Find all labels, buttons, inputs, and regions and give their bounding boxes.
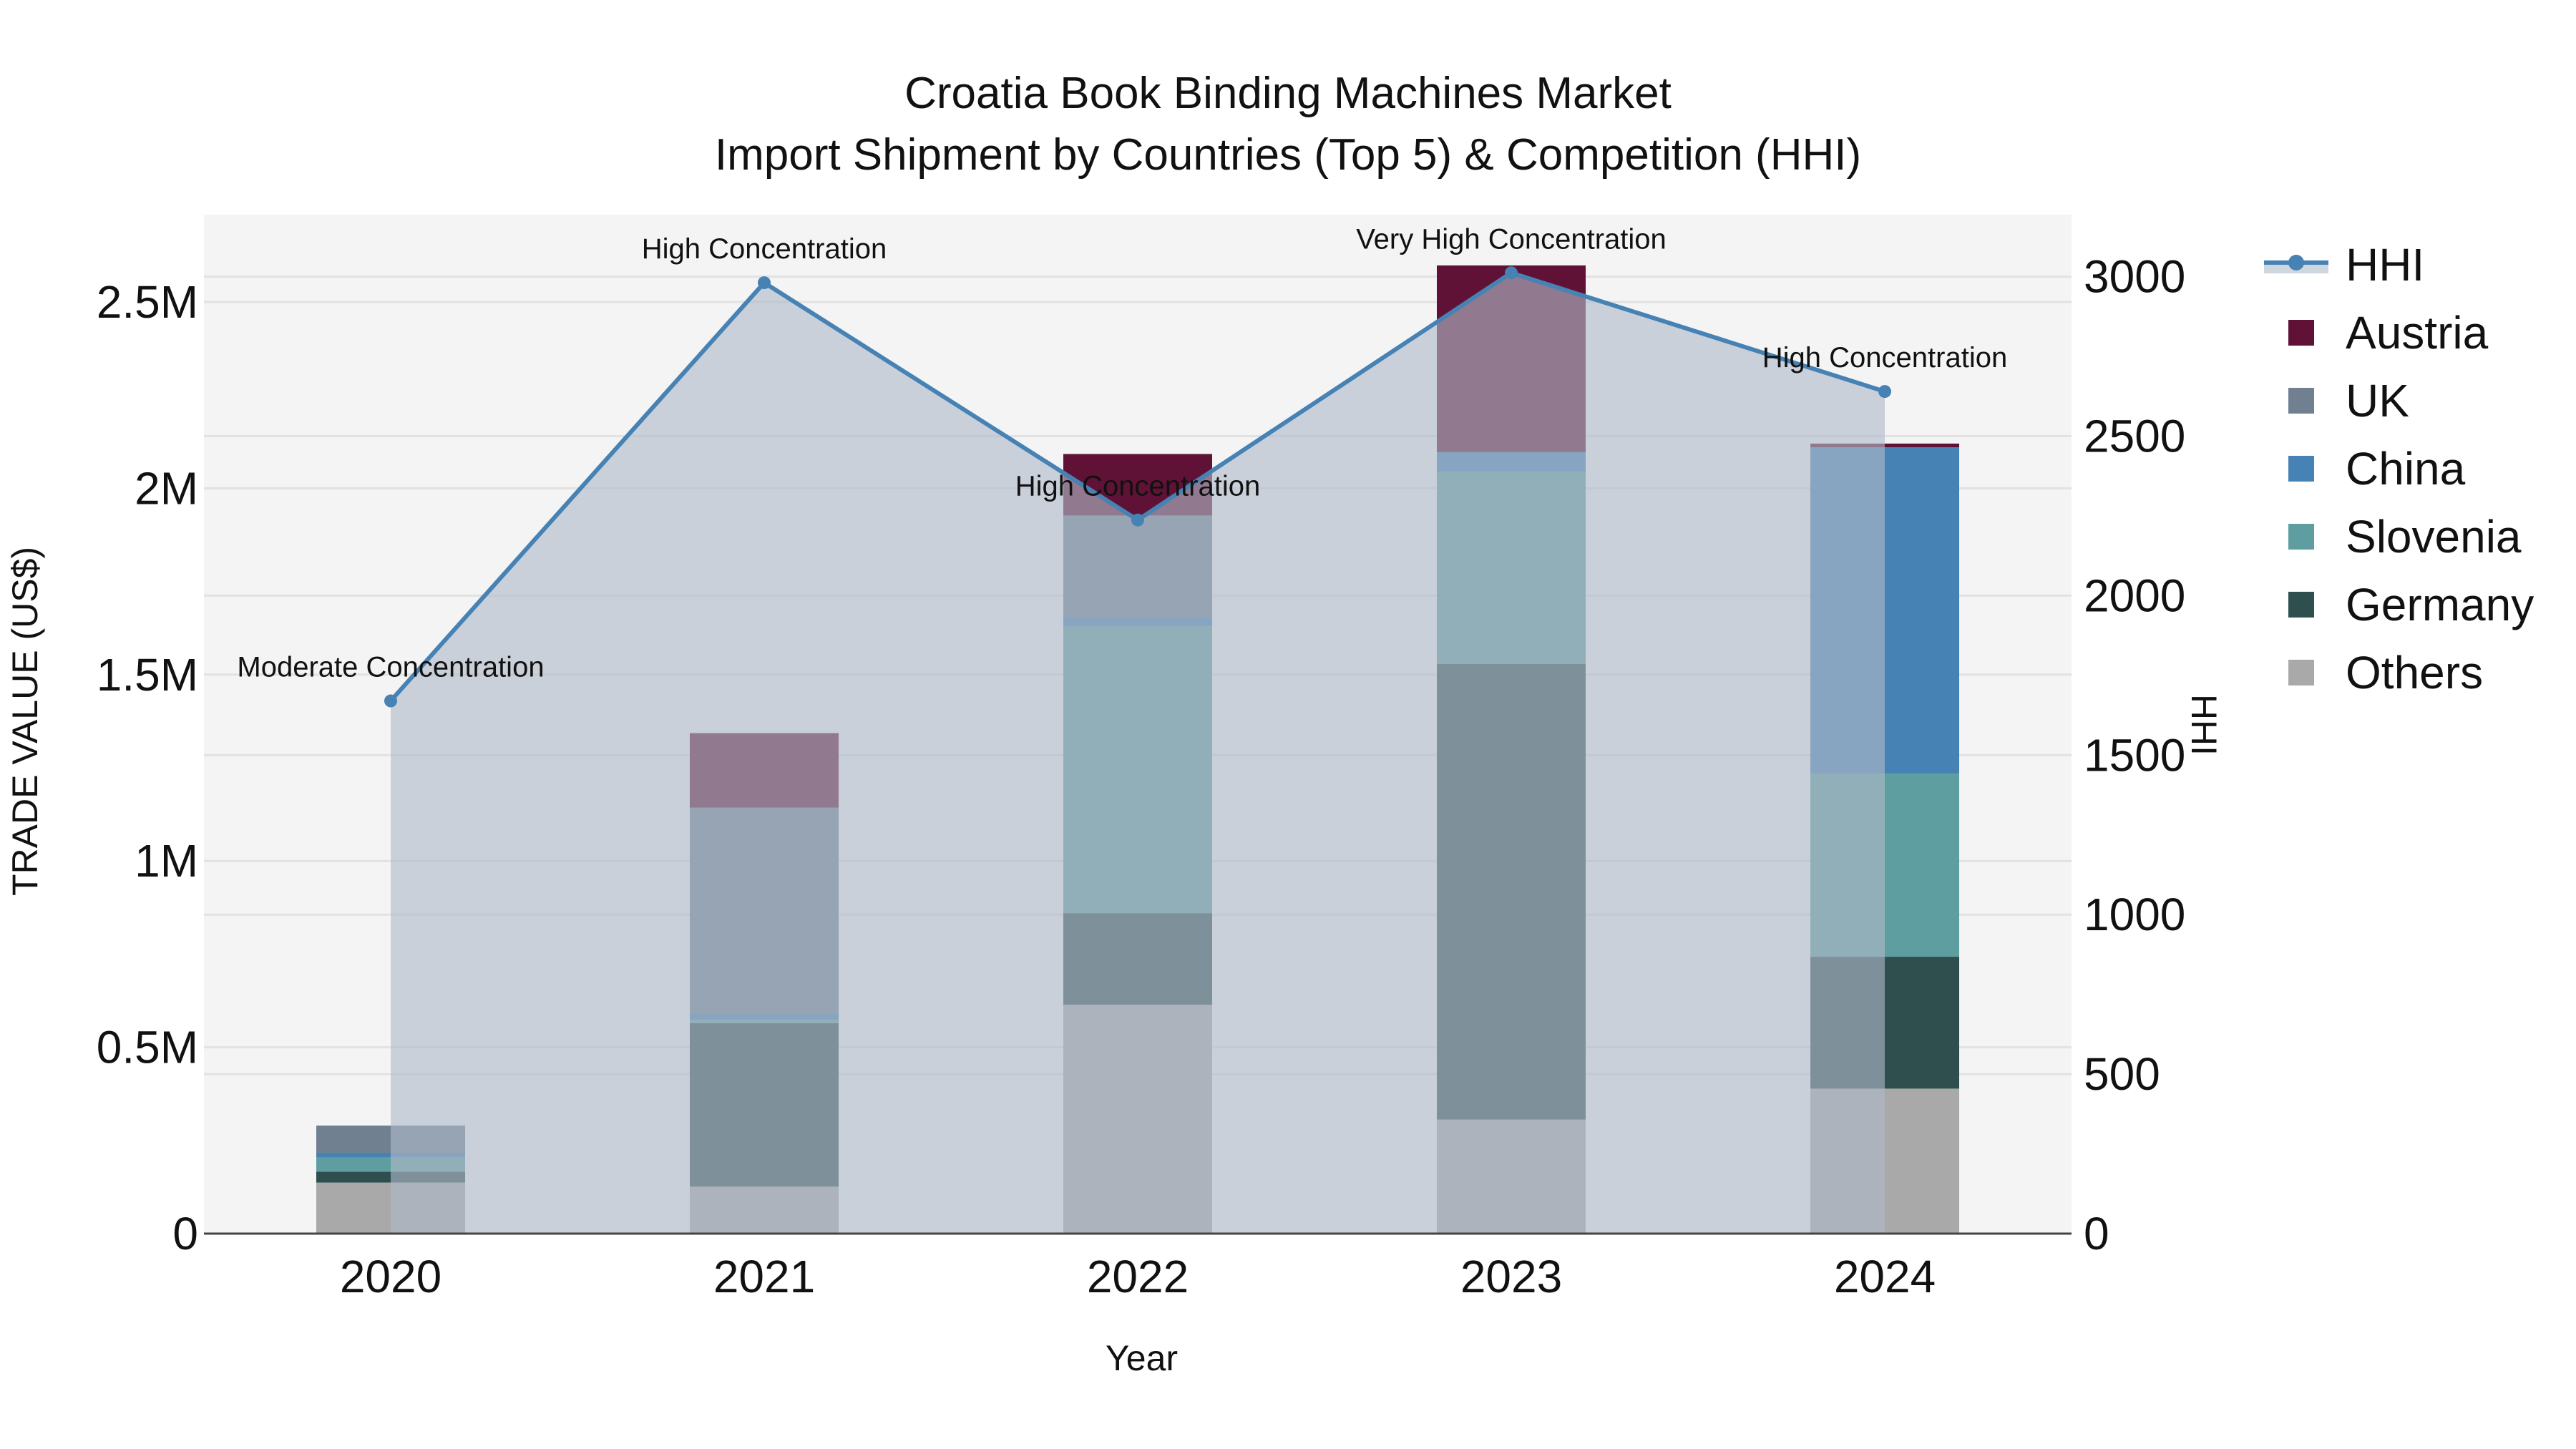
chart-title-line2: Import Shipment by Countries (Top 5) & C… xyxy=(714,130,1862,180)
hhi-annotation: High Concentration xyxy=(642,233,887,265)
hhi-annotation: Very High Concentration xyxy=(1356,223,1667,255)
y-left-tick: 1.5M xyxy=(97,649,198,701)
legend-label: Germany xyxy=(2346,579,2534,630)
x-tick: 2024 xyxy=(1834,1251,1936,1302)
y-right-tick: 1500 xyxy=(2084,729,2185,781)
y-right-tick: 3000 xyxy=(2084,251,2185,303)
legend-label: China xyxy=(2346,443,2466,494)
y-right-tick-labels: 0 500 1000 1500 2000 2500 3000 xyxy=(2084,251,2185,1259)
legend-item-uk[interactable]: UK xyxy=(2281,372,2567,429)
square-swatch-icon xyxy=(2288,592,2314,618)
legend-item-germany[interactable]: Germany xyxy=(2281,576,2567,633)
y-left-tick-labels: 0 0.5M 1M 1.5M 2M 2.5M xyxy=(97,276,198,1259)
hhi-annotation: High Concentration xyxy=(1762,342,2007,374)
legend-item-hhi[interactable]: HHI xyxy=(2264,236,2567,293)
x-tick: 2022 xyxy=(1087,1251,1189,1302)
y-right-tick: 0 xyxy=(2084,1208,2109,1259)
y-left-tick: 2.5M xyxy=(97,276,198,328)
y-left-tick: 0 xyxy=(172,1208,198,1259)
hhi-point-2020[interactable] xyxy=(384,694,397,708)
y-left-tick: 2M xyxy=(135,462,198,514)
line-marker-icon xyxy=(2264,255,2328,273)
legend-item-others[interactable]: Others xyxy=(2281,644,2567,701)
square-swatch-icon xyxy=(2288,456,2314,482)
hhi-area xyxy=(391,273,1885,1234)
hhi-point-2024[interactable] xyxy=(1878,385,1891,399)
x-tick: 2020 xyxy=(340,1251,441,1302)
hhi-point-2023[interactable] xyxy=(1505,266,1518,280)
y-right-tick: 1000 xyxy=(2084,889,2185,940)
y-right-axis-title: HHI xyxy=(2184,693,2224,756)
y-left-tick: 1M xyxy=(135,835,198,887)
square-swatch-icon xyxy=(2288,388,2314,414)
legend-label: Others xyxy=(2346,647,2484,698)
square-swatch-icon xyxy=(2288,320,2314,346)
x-tick: 2021 xyxy=(713,1251,815,1302)
y-right-tick: 500 xyxy=(2084,1048,2160,1100)
hhi-line xyxy=(384,266,1891,708)
legend-label: Austria xyxy=(2346,307,2489,358)
legend-label: UK xyxy=(2346,375,2409,426)
y-left-tick: 0.5M xyxy=(97,1022,198,1073)
hhi-annotation: Moderate Concentration xyxy=(237,652,544,683)
hhi-annotations: Moderate Concentration High Concentration… xyxy=(237,223,2007,683)
x-tick-labels: 2020 2021 2022 2023 2024 xyxy=(340,1251,1936,1302)
hhi-point-2021[interactable] xyxy=(758,276,771,290)
legend-item-slovenia[interactable]: Slovenia xyxy=(2281,508,2567,565)
hhi-point-2022[interactable] xyxy=(1131,513,1144,527)
y-right-tick: 2000 xyxy=(2084,570,2185,621)
y-right-tick: 2500 xyxy=(2084,411,2185,462)
x-tick: 2023 xyxy=(1460,1251,1562,1302)
x-axis-title: Year xyxy=(1106,1338,1179,1378)
legend-label: HHI xyxy=(2346,239,2425,291)
y-left-axis-title: TRADE VALUE (US$) xyxy=(5,546,45,897)
square-swatch-icon xyxy=(2288,524,2314,550)
hhi-annotation: High Concentration xyxy=(1015,471,1260,502)
legend-item-austria[interactable]: Austria xyxy=(2281,304,2567,361)
legend-label: Slovenia xyxy=(2346,511,2522,562)
legend-item-china[interactable]: China xyxy=(2281,440,2567,497)
square-swatch-icon xyxy=(2288,660,2314,686)
chart-title-line1: Croatia Book Binding Machines Market xyxy=(904,69,1672,118)
